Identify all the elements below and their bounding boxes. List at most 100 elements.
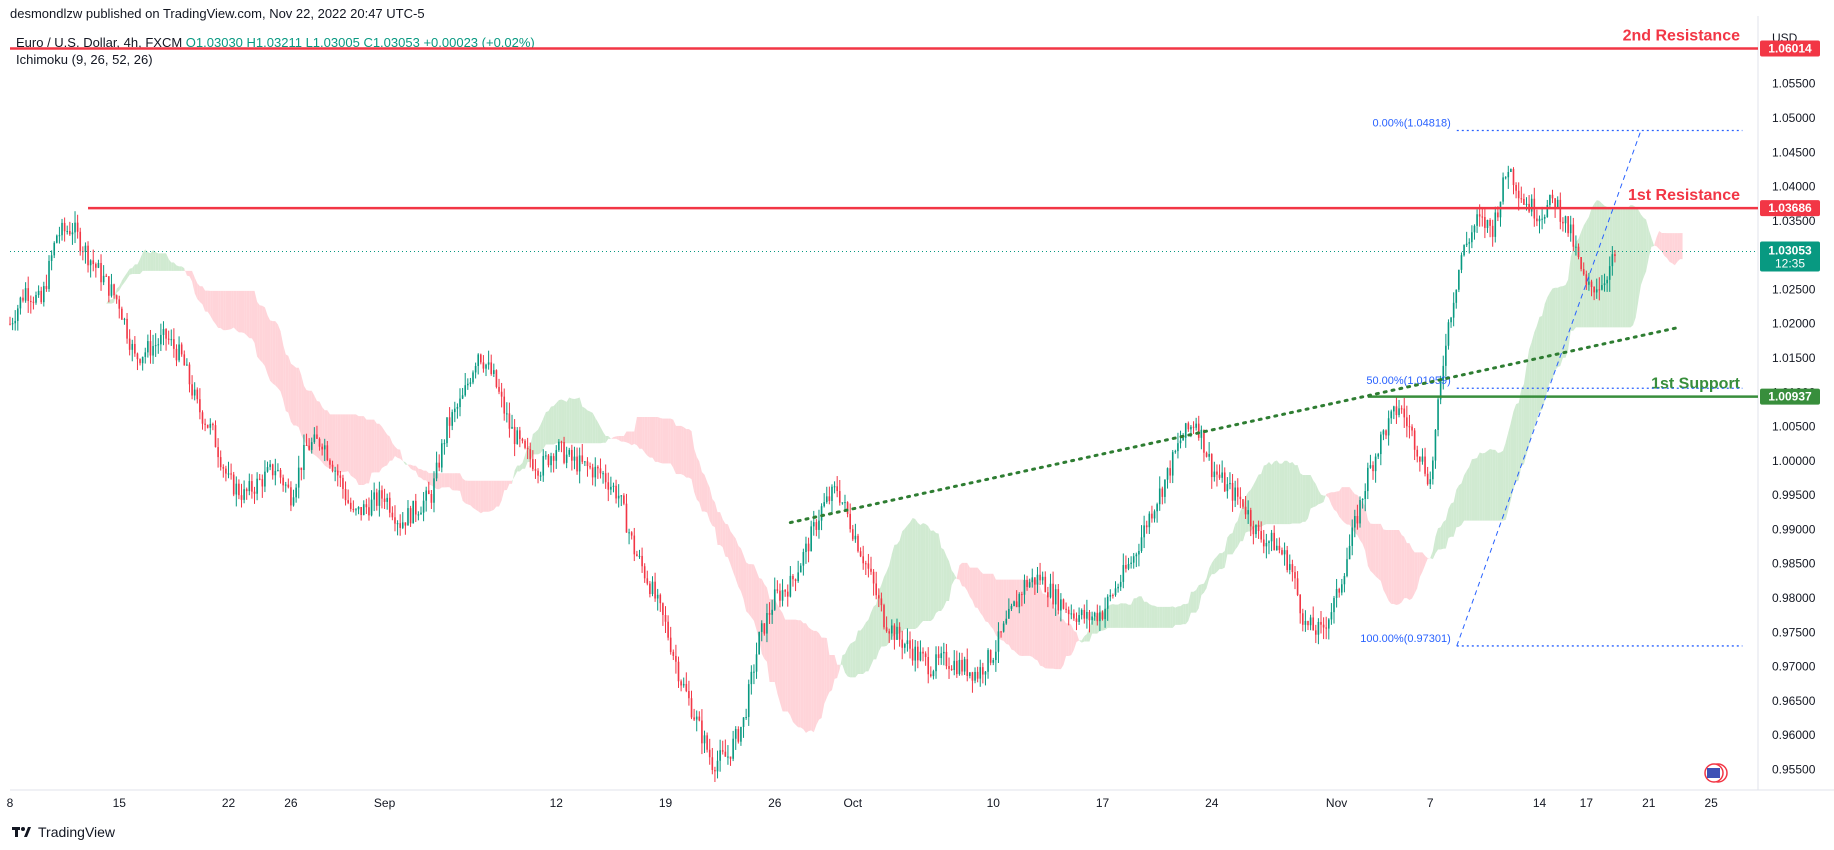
fib-level-label: 50.00%(1.01059) [1366,375,1450,387]
cloud-segment [1500,450,1504,521]
candle-body [27,288,30,301]
candle-body [45,286,48,289]
candle [1070,604,1073,620]
candle [1140,525,1143,553]
candle-body [1205,452,1208,457]
indicator-label[interactable]: Ichimoku (9, 26, 52, 26) [16,52,153,67]
level-price-badge [1760,200,1820,217]
candle [1569,215,1572,242]
cloud-segment [244,290,247,336]
candle [1104,597,1106,628]
low-value: L1.03005 [305,35,360,50]
candle [1419,456,1421,472]
cloud-segment [119,280,122,291]
candle [14,310,17,331]
candle-body [1325,627,1328,629]
candle-body [519,430,521,439]
candle-body [1450,317,1452,323]
candle [279,468,282,484]
candle [261,474,264,498]
candle [526,437,529,460]
candle [209,418,212,435]
cloud-segment [1510,411,1514,500]
candle [303,434,305,480]
candle [576,447,578,475]
cloud-segment [1089,618,1093,642]
cloud-segment [746,562,749,614]
cloud-segment [392,443,395,461]
candle-body [1119,581,1122,587]
cloud-segment [707,481,710,521]
candle-body [500,391,503,397]
cloud-segment [1479,452,1483,521]
cloud-segment [457,473,461,491]
candle-body [1021,594,1023,596]
candle-body [222,467,225,469]
candle [1387,410,1390,446]
cloud-segment [1232,524,1236,555]
candle-body [134,343,136,354]
candle [1174,449,1177,454]
cloud-segment [655,417,658,462]
cloud-segment [1146,601,1150,628]
candle-body [646,578,649,584]
candle [448,407,451,438]
candle-body [1398,408,1400,416]
candle-body [688,691,690,699]
candle [753,664,755,685]
candle-body [919,651,922,661]
candle [310,437,313,454]
cloud-segment [949,561,952,601]
cloud-segment [1180,604,1184,625]
cloud-segment [673,419,676,475]
candle-body [1114,588,1117,596]
cloud-segment [1544,297,1548,401]
candle [851,524,854,542]
candle-body [308,445,310,450]
cloud-segment [1112,604,1116,628]
candle-body [1218,474,1221,478]
cloud-segment [132,264,135,275]
candle [1567,216,1569,237]
candle [1195,417,1197,431]
cloud-segment [683,427,687,478]
candle [547,453,550,468]
candle-body [1426,473,1429,485]
candle [110,273,113,298]
cloud-segment [824,637,827,705]
candle-body [1135,554,1138,557]
candle [1309,614,1312,631]
candle [1265,533,1268,559]
candle [1406,405,1408,438]
candle [545,451,547,460]
candle-body [794,579,797,581]
candle [1346,547,1348,578]
candle-body [680,681,682,686]
candle [987,648,989,679]
candle [329,458,331,469]
candle [58,226,61,244]
candle-body [833,486,836,488]
candle-body [1192,426,1195,428]
cloud-segment [545,411,549,445]
cloud-segment [1427,558,1431,559]
cloud-segment [1638,209,1641,302]
candle-body [248,481,251,492]
candle [1296,571,1299,597]
candle [383,488,386,510]
symbol-title[interactable]: Euro / U.S. Dollar, 4h, FXCM [16,35,183,50]
candle [45,274,48,292]
cloud-segment [358,416,362,485]
candle-body [888,631,891,634]
cloud-segment [753,564,757,630]
candle [417,511,420,521]
candle-body [1416,449,1419,457]
candle-body [368,507,370,516]
candle [1166,467,1169,489]
cloud-segment [1206,568,1210,589]
candle [875,571,878,600]
cloud-segment [199,286,203,305]
candle-body [313,434,316,443]
cloud-segment [202,286,206,312]
